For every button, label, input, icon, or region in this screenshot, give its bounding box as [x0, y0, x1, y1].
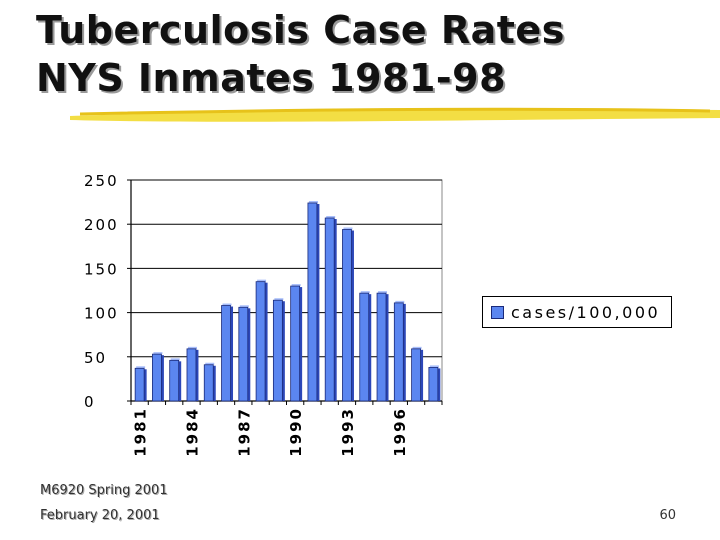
slide-title: Tuberculosis Case Rates NYS Inmates 1981… — [36, 6, 565, 102]
title-line-1: Tuberculosis Case Rates — [36, 8, 565, 52]
legend-swatch — [491, 305, 504, 319]
bar — [359, 292, 370, 402]
bar-side — [230, 306, 234, 401]
bar-side — [351, 230, 354, 401]
bar-side — [334, 219, 337, 401]
bar — [393, 302, 404, 402]
x-tick-label: 1996 — [391, 407, 409, 457]
bar-top — [205, 362, 215, 365]
title-underline-stroke — [70, 107, 720, 122]
x-tick-label: 1987 — [235, 407, 253, 457]
bar — [221, 305, 231, 402]
y-tick-label: 50 — [84, 349, 107, 367]
bar — [342, 229, 352, 402]
legend-label: cases/100,000 — [511, 302, 661, 322]
bar-side — [299, 287, 303, 401]
bar-top — [136, 366, 146, 369]
x-tick-label: 1984 — [183, 407, 201, 457]
bar-side — [386, 294, 389, 401]
bar — [290, 285, 301, 402]
bar-top — [239, 305, 249, 308]
bar-top — [187, 346, 197, 349]
bar-top — [343, 227, 353, 230]
bar-side — [161, 355, 164, 401]
bar-top — [291, 284, 301, 287]
footer-date: February 20, 2001 — [40, 508, 160, 523]
bar — [169, 359, 180, 402]
bar — [186, 348, 197, 402]
bar — [307, 202, 318, 402]
bar-top — [257, 279, 267, 282]
x-tick-label: 1993 — [339, 407, 357, 457]
x-tick-label: 1990 — [287, 407, 305, 457]
bar-top — [360, 291, 370, 294]
bar — [411, 348, 421, 402]
bar-side — [316, 203, 320, 401]
bar-top — [222, 303, 232, 306]
bar — [152, 353, 162, 402]
bar — [255, 281, 266, 402]
title-line-2: NYS Inmates 1981-98 — [36, 56, 507, 100]
slide-number: 60 — [659, 508, 676, 523]
y-tick-label: 200 — [84, 216, 119, 234]
bar-side — [437, 368, 441, 401]
bar-side — [144, 369, 147, 401]
y-tick-label: 250 — [84, 172, 119, 190]
bar-top — [170, 358, 180, 361]
bar-side — [265, 282, 268, 401]
footer-course: M6920 Spring 2001 — [40, 483, 168, 498]
y-tick-label: 100 — [84, 305, 119, 323]
bar-top — [429, 365, 439, 368]
bar — [203, 364, 214, 402]
bar — [324, 217, 335, 402]
bar-side — [178, 361, 182, 401]
bar — [376, 292, 387, 402]
chart-legend: cases/100,000 — [482, 296, 672, 328]
bar — [238, 306, 249, 402]
bar-side — [368, 294, 372, 401]
bar-top — [308, 200, 318, 203]
y-tick-label: 0 — [84, 393, 96, 411]
bar-top — [395, 300, 405, 303]
bar-side — [213, 365, 216, 401]
bar-top — [326, 216, 336, 219]
bar-top — [274, 298, 284, 301]
y-tick-label: 150 — [84, 260, 119, 278]
bar — [272, 299, 283, 402]
bar-side — [247, 308, 251, 401]
bar-top — [153, 352, 163, 355]
bar-top — [378, 291, 388, 294]
bar-top — [412, 346, 422, 349]
bar-side — [282, 301, 285, 401]
bar-side — [195, 349, 199, 401]
bar — [134, 367, 145, 402]
x-tick-label: 1981 — [132, 407, 150, 457]
bar-side — [403, 303, 406, 401]
bar-side — [420, 349, 424, 401]
bar — [428, 367, 439, 402]
